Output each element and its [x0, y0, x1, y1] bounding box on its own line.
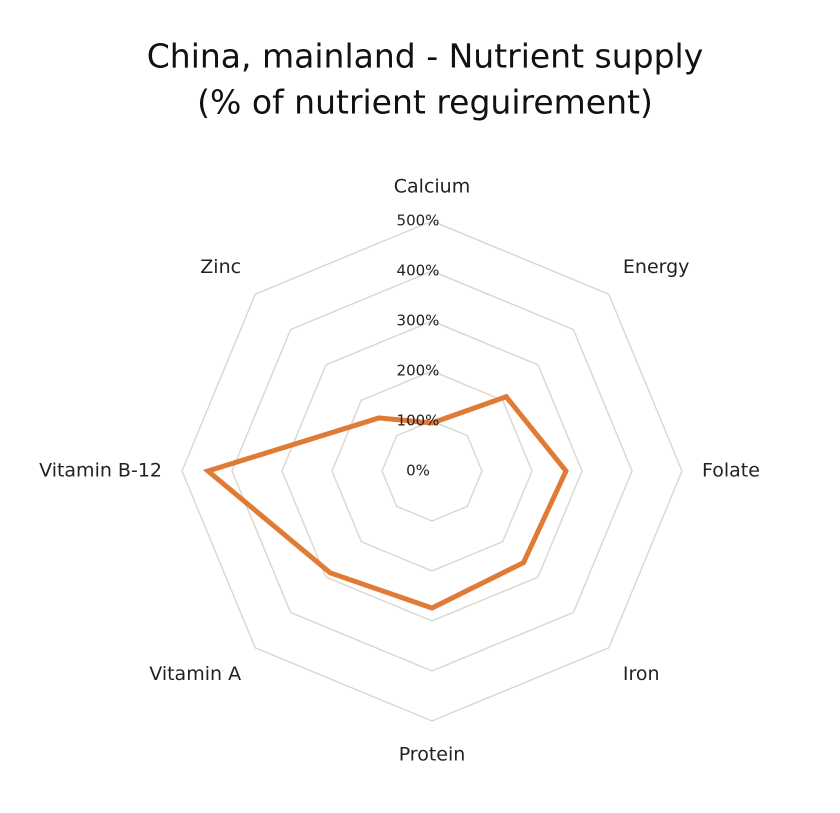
category-label: Energy [623, 256, 690, 278]
r-tick-label: 0% [406, 462, 430, 480]
category-label: Zinc [200, 256, 241, 278]
category-label: Vitamin B-12 [39, 460, 162, 482]
category-label: Iron [623, 663, 660, 685]
grid-ring [281, 320, 583, 622]
category-label: Calcium [394, 176, 470, 198]
grid-ring [331, 370, 533, 572]
category-label: Folate [702, 460, 760, 482]
grid-ring [381, 420, 483, 522]
r-tick-label: 400% [397, 262, 440, 280]
r-tick-label: 500% [397, 212, 440, 230]
data-line [202, 393, 569, 611]
category-label: Protein [399, 744, 466, 766]
r-tick-label: 100% [397, 412, 440, 430]
r-tick-label: 300% [397, 312, 440, 330]
grid-ring [181, 220, 683, 722]
chart-title: (% of nutrient reguirement) [197, 83, 653, 122]
chart-title: China, mainland - Nutrient supply [147, 37, 703, 76]
r-tick-label: 200% [397, 362, 440, 380]
grid-ring [231, 270, 633, 672]
category-label: Vitamin A [149, 663, 241, 685]
